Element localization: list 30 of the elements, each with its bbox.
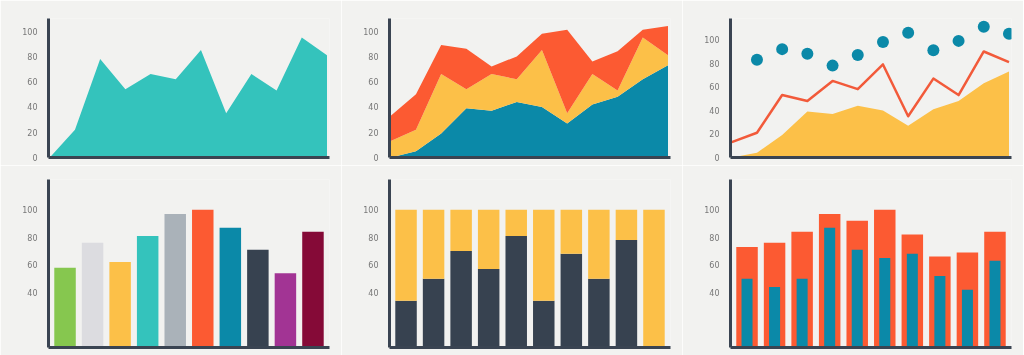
y-tick-label: 100 [22,206,38,216]
y-tick-label: 20 [709,130,720,140]
y-tick-label: 80 [368,233,379,243]
y-tick-label: 80 [27,233,38,243]
y-tick-label: 0 [32,154,38,163]
y-tick-label: 40 [27,288,38,298]
y-tick-label: 40 [368,288,379,298]
y-tick-label: 80 [709,233,720,243]
y-tick-label: 40 [709,288,720,298]
y-tick-label: 100 [704,36,720,46]
y-tick-label: 60 [368,261,379,271]
y-tick-label: 20 [368,128,379,138]
y-tick-label: 60 [27,261,38,271]
y-tick-label: 60 [709,83,720,93]
y-tick-label: 100 [363,27,379,37]
y-tick-label: 20 [27,128,38,138]
y-tick-label: 100 [22,27,38,37]
y-tick-label: 0 [714,154,720,163]
y-tick-label: 0 [373,154,379,163]
y-tick-label: 40 [27,103,38,113]
y-tick-label: 100 [363,206,379,216]
y-tick-label: 60 [709,261,720,271]
y-tick-label: 60 [368,78,379,88]
y-tick-label: 40 [368,103,379,113]
y-tick-label: 100 [704,206,720,216]
y-tick-label: 80 [27,52,38,62]
y-tick-label: 60 [27,78,38,88]
y-tick-label: 40 [709,106,720,116]
y-tick-label: 80 [368,52,379,62]
y-tick-label: 80 [709,59,720,69]
